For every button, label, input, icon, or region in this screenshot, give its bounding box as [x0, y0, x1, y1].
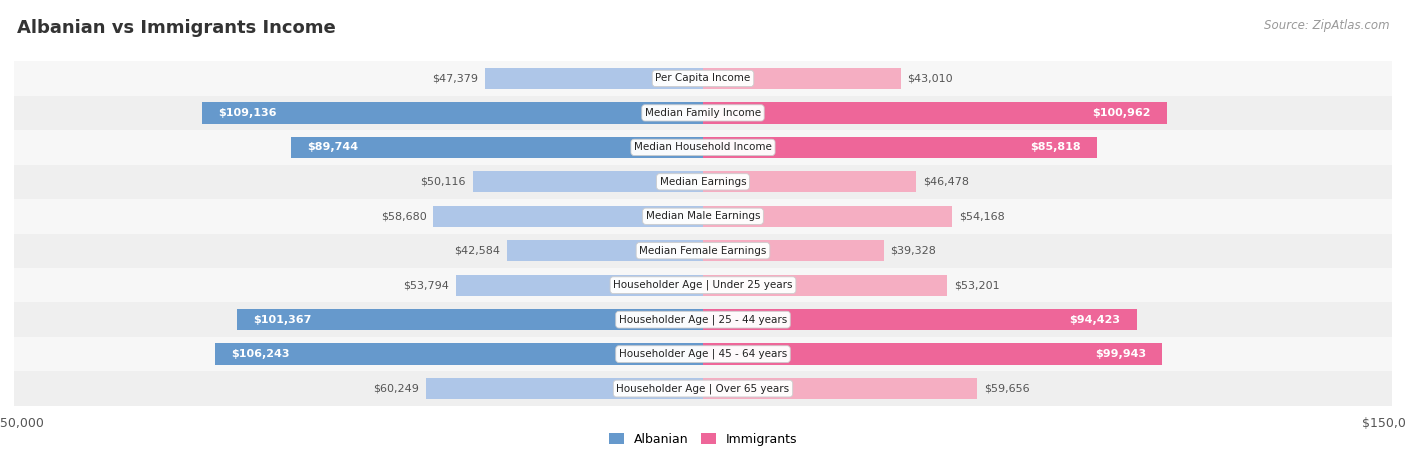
Text: Median Male Earnings: Median Male Earnings — [645, 211, 761, 221]
Bar — [508, 240, 703, 262]
Text: $42,584: $42,584 — [454, 246, 501, 256]
Bar — [14, 234, 1392, 268]
Bar — [703, 309, 1136, 330]
Text: Source: ZipAtlas.com: Source: ZipAtlas.com — [1264, 19, 1389, 32]
Text: Householder Age | Under 25 years: Householder Age | Under 25 years — [613, 280, 793, 290]
Bar — [472, 171, 703, 192]
Bar — [703, 275, 948, 296]
Text: Median Household Income: Median Household Income — [634, 142, 772, 152]
Text: $94,423: $94,423 — [1070, 315, 1121, 325]
Text: Albanian vs Immigrants Income: Albanian vs Immigrants Income — [17, 19, 336, 37]
Bar — [703, 378, 977, 399]
Text: $47,379: $47,379 — [433, 73, 478, 84]
Text: $85,818: $85,818 — [1031, 142, 1081, 152]
Text: Householder Age | Over 65 years: Householder Age | Over 65 years — [616, 383, 790, 394]
Text: $50,116: $50,116 — [420, 177, 465, 187]
Bar — [14, 130, 1392, 164]
Text: $58,680: $58,680 — [381, 211, 426, 221]
Text: Householder Age | 45 - 64 years: Householder Age | 45 - 64 years — [619, 349, 787, 359]
Bar — [703, 240, 883, 262]
Bar — [426, 378, 703, 399]
Bar — [14, 371, 1392, 406]
Bar — [238, 309, 703, 330]
Text: $54,168: $54,168 — [959, 211, 1004, 221]
Text: $99,943: $99,943 — [1095, 349, 1146, 359]
Bar — [703, 171, 917, 192]
Text: $39,328: $39,328 — [890, 246, 936, 256]
Bar — [703, 205, 952, 227]
Bar — [433, 205, 703, 227]
Text: $101,367: $101,367 — [253, 315, 312, 325]
Text: Median Family Income: Median Family Income — [645, 108, 761, 118]
Bar — [14, 96, 1392, 130]
Bar — [14, 303, 1392, 337]
Bar — [201, 102, 703, 124]
Bar — [215, 343, 703, 365]
Text: Householder Age | 25 - 44 years: Householder Age | 25 - 44 years — [619, 314, 787, 325]
Bar — [14, 199, 1392, 234]
Bar — [703, 68, 900, 89]
Bar — [703, 102, 1167, 124]
Bar — [291, 137, 703, 158]
Text: $53,201: $53,201 — [955, 280, 1000, 290]
Text: $60,249: $60,249 — [374, 383, 419, 394]
Bar — [14, 268, 1392, 303]
Text: Per Capita Income: Per Capita Income — [655, 73, 751, 84]
Text: $100,962: $100,962 — [1092, 108, 1150, 118]
Bar — [14, 61, 1392, 96]
Bar — [14, 337, 1392, 371]
Text: Median Female Earnings: Median Female Earnings — [640, 246, 766, 256]
Text: $46,478: $46,478 — [924, 177, 969, 187]
Text: Median Earnings: Median Earnings — [659, 177, 747, 187]
Bar — [14, 164, 1392, 199]
Text: $89,744: $89,744 — [307, 142, 359, 152]
Bar — [703, 343, 1161, 365]
Legend: Albanian, Immigrants: Albanian, Immigrants — [603, 428, 803, 451]
Text: $43,010: $43,010 — [907, 73, 953, 84]
Bar — [703, 137, 1097, 158]
Text: $59,656: $59,656 — [984, 383, 1029, 394]
Bar — [485, 68, 703, 89]
Bar — [456, 275, 703, 296]
Text: $53,794: $53,794 — [404, 280, 449, 290]
Text: $106,243: $106,243 — [231, 349, 290, 359]
Text: $109,136: $109,136 — [218, 108, 277, 118]
